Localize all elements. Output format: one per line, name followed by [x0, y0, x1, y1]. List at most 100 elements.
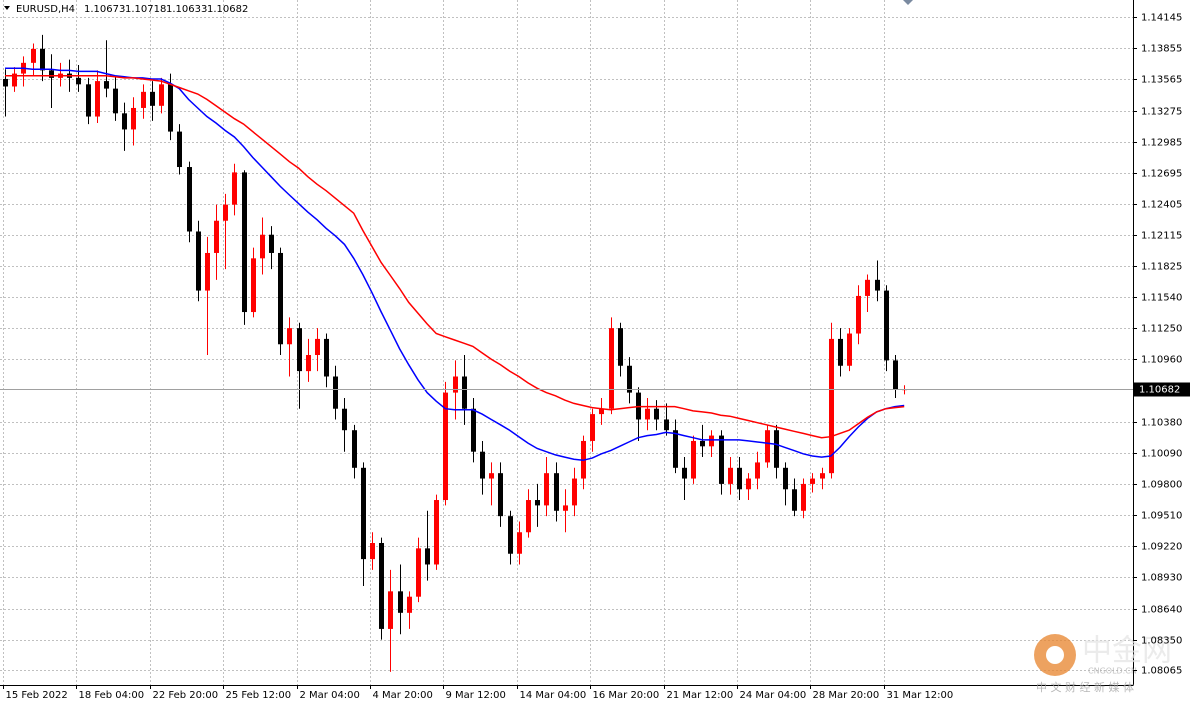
- candle-body: [609, 328, 614, 409]
- y-tick-label: 1.10960: [1141, 355, 1182, 366]
- y-tick-label: 1.11540: [1141, 293, 1182, 304]
- candle-body: [49, 70, 54, 78]
- watermark: 中金网 CNGOLD.CN 中 文 财 经 新 媒 体: [1034, 634, 1172, 694]
- price-label-box: [1134, 382, 1190, 397]
- y-tick-label: 1.12985: [1141, 138, 1182, 149]
- candle-body: [416, 548, 421, 597]
- x-tick-label: 31 Mar 12:00: [887, 690, 954, 701]
- candle-body: [856, 295, 861, 334]
- candle-body: [86, 84, 91, 117]
- candle-body: [755, 462, 760, 479]
- candle-body: [765, 430, 770, 463]
- y-tick-label: 1.09800: [1141, 480, 1182, 491]
- candle-body: [95, 81, 100, 117]
- y-tick-label: 1.13855: [1141, 44, 1182, 55]
- candle-body: [847, 333, 852, 366]
- candle-body: [205, 252, 210, 291]
- header-low: 1.10633: [166, 4, 207, 15]
- x-tick-label: 9 Mar 12:00: [446, 690, 506, 701]
- candle-body: [838, 338, 843, 366]
- candle-body: [691, 440, 696, 479]
- candle-body: [893, 360, 898, 390]
- header-close: 1.10682: [207, 4, 248, 15]
- candle-body: [737, 467, 742, 490]
- header-symbol: EURUSD,H4: [16, 4, 75, 15]
- x-tick-label: 16 Mar 20:00: [593, 690, 660, 701]
- moving-average-line: [5, 67, 905, 462]
- candle-body: [352, 430, 357, 468]
- x-tick-label: 21 Mar 12:00: [667, 690, 734, 701]
- y-tick-label: 1.12115: [1141, 231, 1182, 242]
- candle-body: [489, 473, 494, 479]
- candle-body: [361, 467, 366, 560]
- header-high: 1.10718: [125, 4, 166, 15]
- candle-body: [388, 591, 393, 629]
- x-tick-label: 22 Feb 20:00: [153, 690, 219, 701]
- candle-body: [324, 338, 329, 377]
- x-tick-label: 4 Mar 20:00: [373, 690, 433, 701]
- candle-body: [150, 91, 155, 106]
- candle-body: [297, 328, 302, 372]
- candle-body: [113, 88, 118, 114]
- candle-body: [232, 172, 237, 205]
- candle-body: [223, 204, 228, 221]
- candle-body: [774, 430, 779, 468]
- header-open: 1.10673: [84, 4, 125, 15]
- y-tick-label: 1.14145: [1141, 13, 1182, 24]
- candle-body: [664, 419, 669, 431]
- candle-body: [508, 516, 513, 554]
- candle-body: [251, 258, 256, 313]
- x-tick-label: 28 Mar 20:00: [813, 690, 880, 701]
- candle-body: [682, 467, 687, 479]
- candle-body: [141, 91, 146, 108]
- candle-body: [278, 252, 283, 345]
- candle-body: [379, 542, 384, 629]
- moving-average-line: [5, 74, 905, 439]
- candle-body: [3, 78, 8, 87]
- menu-arrow[interactable]: [4, 6, 10, 10]
- plot-area: [0, 0, 1133, 685]
- candle-body: [196, 231, 201, 291]
- candle-body: [728, 467, 733, 484]
- candle-body: [572, 478, 577, 506]
- y-tick-label: 1.10380: [1141, 418, 1182, 429]
- x-tick-label: 24 Mar 04:00: [740, 690, 807, 701]
- candle-body: [517, 532, 522, 554]
- candle-body: [563, 505, 568, 511]
- x-tick-label: 2 Mar 04:00: [300, 690, 360, 701]
- candle-body: [187, 167, 192, 232]
- candle-body: [700, 440, 705, 447]
- y-tick-label: 1.12695: [1141, 169, 1182, 180]
- candle-body: [810, 478, 815, 484]
- y-tick-label: 1.08930: [1141, 573, 1182, 584]
- candle-body: [554, 473, 559, 511]
- candle-body: [333, 376, 338, 409]
- candle-body: [40, 48, 45, 71]
- y-tick-label: 1.13565: [1141, 75, 1182, 86]
- candle-body: [746, 478, 751, 490]
- candle-body: [260, 234, 265, 259]
- candle-body: [315, 338, 320, 356]
- candle-body: [709, 435, 714, 447]
- candle-body: [471, 408, 476, 452]
- candle-body: [792, 489, 797, 511]
- candle-body: [865, 279, 870, 296]
- y-tick-label: 1.09510: [1141, 511, 1182, 522]
- candle-body: [214, 220, 219, 253]
- candle-body: [875, 279, 880, 291]
- watermark-site: CNGOLD.CN: [1088, 667, 1137, 676]
- candle-body: [829, 338, 834, 474]
- candle-body: [104, 81, 109, 89]
- candle-body: [654, 408, 659, 420]
- candle-body: [673, 430, 678, 468]
- candle-body: [443, 392, 448, 501]
- candle-body: [12, 73, 17, 87]
- candle-body: [820, 473, 825, 479]
- candle-body: [526, 500, 531, 533]
- candle-body: [783, 467, 788, 490]
- x-tick-label: 15 Feb 2022: [6, 690, 68, 701]
- candle-body: [168, 84, 173, 132]
- candle-body: [801, 483, 806, 511]
